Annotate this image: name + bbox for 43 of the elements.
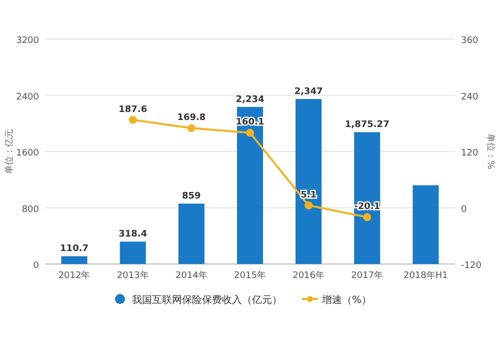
legend-label: 我国互联网保险保费收入（亿元） — [132, 294, 282, 306]
x-tick-label: 2014年 — [175, 270, 208, 281]
y-axis-title: 单位：亿元 — [4, 129, 15, 174]
y-tick-label: 3200 — [16, 36, 40, 46]
x-tick-label: 2012年 — [58, 270, 90, 281]
y-tick-label: 0 — [33, 261, 40, 271]
point — [187, 124, 196, 132]
x-tick-label: 2015年 — [234, 270, 266, 281]
point — [246, 128, 254, 137]
bar — [120, 242, 146, 264]
bar — [296, 98, 322, 264]
bar — [237, 106, 263, 264]
data-label: 187.6 — [118, 104, 148, 115]
legend-label: 增速（%） — [321, 294, 372, 306]
data-label: 2,234 — [236, 94, 264, 105]
data-label: -20.1 — [354, 202, 380, 212]
y-tick-label: 800 — [22, 204, 40, 215]
point — [128, 116, 137, 124]
y-tick-label: 1600 — [16, 148, 40, 158]
y2-tick-label: 0 — [461, 204, 467, 215]
data-label: 110.7 — [60, 244, 89, 254]
data-label: 1,875.27 — [344, 120, 390, 130]
y2-axis-title: 单位：% — [485, 134, 496, 170]
bar — [178, 204, 204, 264]
bar — [61, 256, 88, 264]
y2-tick-label: 360 — [461, 36, 478, 46]
bar — [354, 132, 380, 264]
bar — [412, 185, 439, 264]
y2-tick-label: -120 — [461, 261, 482, 271]
data-label: 2,347 — [294, 86, 323, 97]
x-tick-label: 2018年H1 — [404, 270, 448, 281]
data-label: 169.8 — [177, 113, 206, 124]
x-tick-label: 2013年 — [116, 270, 149, 281]
x-tick-label: 2016年 — [292, 270, 325, 281]
y2-tick-label: 120 — [461, 148, 478, 158]
data-label: 859 — [182, 192, 201, 202]
point — [363, 213, 372, 222]
y-tick-label: 2400 — [16, 92, 40, 102]
point — [304, 201, 313, 210]
data-label: 318.4 — [118, 230, 148, 240]
data-label: 5.1 — [300, 190, 317, 200]
y2-tick-label: 240 — [461, 92, 478, 102]
x-tick-label: 2017年 — [351, 270, 384, 281]
